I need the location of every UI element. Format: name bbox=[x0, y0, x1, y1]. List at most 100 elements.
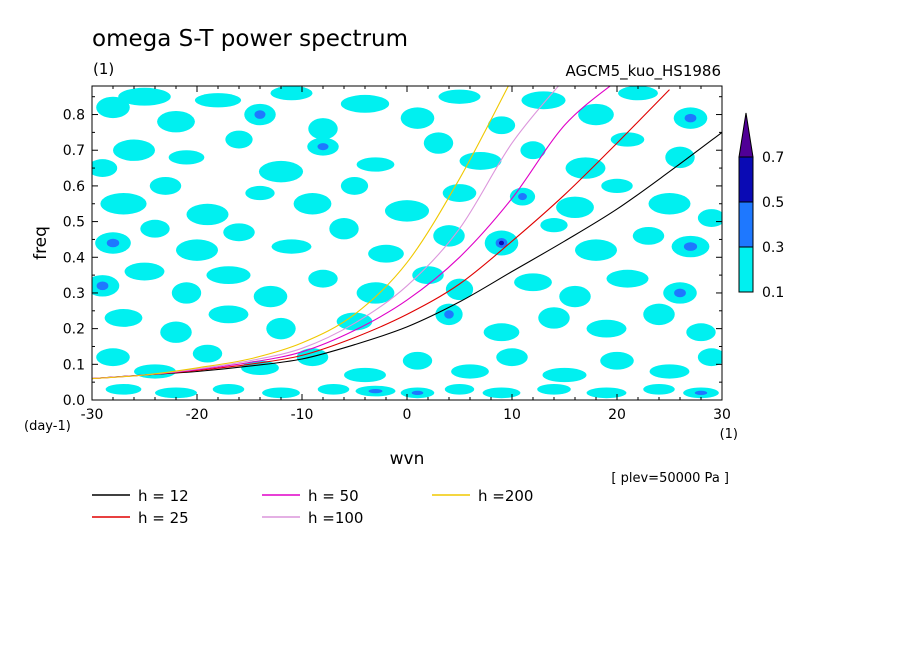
contour-blob bbox=[368, 244, 404, 263]
x-tick-label: 0 bbox=[403, 407, 412, 423]
contour-blob-core bbox=[368, 388, 383, 394]
y-tick-label: 0.7 bbox=[63, 143, 85, 159]
contour-blob-core bbox=[444, 310, 454, 319]
y-tick-label: 0.5 bbox=[63, 215, 85, 231]
contour-blob bbox=[643, 303, 675, 326]
contour-blob bbox=[155, 387, 197, 399]
curve-h50 bbox=[92, 86, 612, 380]
y-tick-label: 0.3 bbox=[63, 286, 85, 302]
contour-blob bbox=[100, 193, 147, 215]
contour-blob bbox=[344, 367, 386, 383]
contour-blob bbox=[643, 383, 675, 395]
y-tick-label: 0.6 bbox=[63, 179, 85, 195]
contour-blob-core bbox=[254, 110, 266, 119]
contour-blob bbox=[104, 309, 143, 327]
y-axis: 0.0 0.1 0.2 0.3 0.4 0.5 0.6 0.7 0.8 bbox=[63, 96, 722, 409]
contour-blob-core bbox=[684, 113, 697, 123]
legend-label: h = 50 bbox=[308, 487, 359, 505]
contour-blob bbox=[329, 218, 359, 240]
legend-label: h = 25 bbox=[138, 509, 189, 527]
contour-blob bbox=[262, 387, 300, 399]
contour-blob bbox=[105, 383, 142, 395]
contour-blob bbox=[586, 319, 627, 338]
contour-blob bbox=[649, 364, 690, 379]
contour-blob bbox=[118, 87, 171, 106]
contour-blob bbox=[296, 348, 329, 367]
legend-label: h =100 bbox=[308, 509, 363, 527]
contour-blob bbox=[610, 132, 645, 147]
contour-blob bbox=[648, 193, 691, 215]
contour-blob bbox=[601, 178, 633, 194]
contour-blob bbox=[160, 321, 192, 343]
colorbar-triangle bbox=[738, 112, 754, 158]
contour-blob bbox=[124, 262, 165, 281]
contour-blob bbox=[445, 278, 474, 301]
contour-blob bbox=[270, 86, 313, 101]
contour-blob bbox=[542, 367, 587, 383]
contour-blob bbox=[444, 383, 475, 395]
contour-blob bbox=[483, 323, 520, 342]
contour-blob bbox=[176, 239, 218, 261]
chart-subtitle-left: (1) bbox=[93, 60, 114, 78]
contour-blob bbox=[356, 157, 395, 172]
y-tick-label: 0.4 bbox=[63, 250, 85, 266]
contour-blob bbox=[212, 383, 245, 395]
contour-blob bbox=[245, 185, 275, 201]
contour-blob bbox=[223, 223, 255, 242]
colorbar-label: 0.1 bbox=[762, 285, 784, 301]
contour-blob bbox=[192, 344, 223, 363]
contour-blob bbox=[697, 209, 722, 227]
x-axis: -30 -20 -10 0 10 20 30 bbox=[81, 86, 731, 423]
chart-subtitle-right: AGCM5_kuo_HS1986 bbox=[566, 62, 721, 81]
y-axis-label: freq bbox=[31, 226, 51, 260]
contour-blob bbox=[559, 285, 591, 308]
contour-blob-core bbox=[106, 238, 120, 248]
contour-blob bbox=[433, 225, 465, 247]
contour-blob bbox=[575, 239, 617, 261]
chart-title: omega S-T power spectrum bbox=[92, 26, 408, 52]
contour-blob bbox=[600, 351, 634, 370]
contour-blob bbox=[92, 159, 118, 177]
contour-blob bbox=[578, 103, 614, 126]
x-axis-label: wvn bbox=[390, 449, 425, 469]
y-axis-unit: (day-1) bbox=[24, 419, 71, 434]
legend: h = 12 h = 25 h = 50 h =100 h =200 bbox=[92, 487, 533, 527]
contour-blob bbox=[402, 351, 433, 370]
contour-blob bbox=[340, 94, 390, 113]
contour-blob bbox=[157, 110, 195, 133]
contour-blob bbox=[520, 141, 546, 160]
contour-blob bbox=[225, 130, 253, 149]
y-tick-label: 0.8 bbox=[63, 108, 85, 124]
contour-blob bbox=[496, 348, 528, 367]
contour-blob bbox=[521, 91, 566, 110]
contour-blob bbox=[96, 96, 130, 119]
y-tick-label: 0.1 bbox=[63, 357, 85, 373]
contour-blob bbox=[271, 239, 312, 254]
colorbar-segment bbox=[738, 156, 754, 203]
contour-blob bbox=[540, 218, 568, 233]
colorbar-segment bbox=[738, 246, 754, 293]
contour-blob bbox=[308, 269, 338, 288]
colorbar-label: 0.3 bbox=[762, 240, 784, 256]
contour-blob bbox=[565, 157, 606, 179]
contour-blob bbox=[618, 86, 658, 101]
contour-blob bbox=[149, 176, 182, 195]
contour-blob bbox=[586, 387, 627, 399]
x-tick-label: 20 bbox=[608, 407, 626, 423]
dispersion-curves bbox=[92, 86, 722, 380]
contour-blob bbox=[423, 132, 454, 154]
contour-blob bbox=[96, 348, 130, 367]
colorbar: 0.1 0.3 0.5 0.7 bbox=[738, 112, 784, 301]
legend-label: h = 12 bbox=[138, 487, 189, 505]
x-tick-label: -20 bbox=[186, 407, 209, 423]
contour-blob-core bbox=[317, 143, 329, 151]
contour-blob bbox=[487, 116, 516, 135]
colorbar-label: 0.7 bbox=[762, 150, 784, 166]
contour-blob bbox=[442, 184, 477, 202]
contour-blob-core bbox=[518, 193, 527, 201]
contour-blob bbox=[266, 317, 296, 340]
contour-blob bbox=[258, 160, 304, 183]
contour-blob bbox=[140, 219, 170, 238]
contour-blob bbox=[171, 282, 202, 304]
